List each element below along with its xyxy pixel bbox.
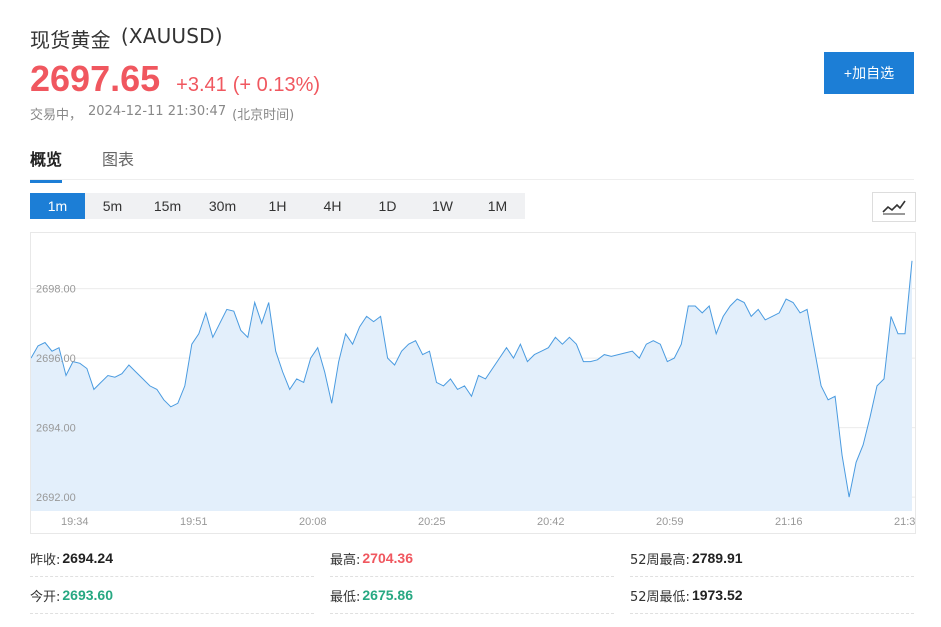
- stat-label: 52周最高:: [630, 552, 690, 568]
- interval-1h[interactable]: 1H: [268, 198, 287, 214]
- stat-open: 今开: 2693.60: [30, 577, 314, 614]
- y-tick-label: 2692.00: [36, 492, 76, 504]
- stat-label: 昨收:: [30, 552, 61, 568]
- stats-row-1: 昨收: 2694.24 最高: 2704.36 52周最高: 2789.91: [30, 540, 914, 577]
- y-tick-label: 2696.00: [36, 353, 76, 365]
- interval-15m[interactable]: 15m: [153, 198, 182, 214]
- interval-1mo[interactable]: 1M: [487, 198, 508, 214]
- stat-value: 2693.60: [62, 587, 113, 603]
- instrument-name: 现货黄金: [30, 28, 111, 52]
- timezone: (北京时间): [232, 108, 295, 123]
- stat-label: 今开:: [30, 589, 61, 605]
- current-price: 2697.65: [30, 58, 161, 99]
- change-value: +3.41: [176, 74, 227, 96]
- stat-low: 最低: 2675.86: [330, 577, 614, 614]
- status-text: 交易中，: [30, 108, 83, 123]
- price-row: 2697.65 +3.41 (+ 0.13%): [30, 58, 320, 100]
- line-chart-icon: [882, 200, 906, 215]
- interval-selector: 1m 5m 15m 30m 1H 4H 1D 1W 1M: [30, 193, 525, 219]
- stat-value: 2704.36: [362, 550, 413, 566]
- x-tick-label: 21:16: [775, 516, 803, 528]
- x-tick-label: 20:25: [418, 516, 446, 528]
- timestamp: 2024-12-11 21:30:47: [88, 104, 227, 119]
- stat-prev-close: 昨收: 2694.24: [30, 540, 314, 577]
- interval-1m[interactable]: 1m: [30, 193, 85, 219]
- chart-type-button[interactable]: [872, 192, 916, 222]
- stat-label: 52周最低:: [630, 589, 690, 605]
- stat-high: 最高: 2704.36: [330, 540, 614, 577]
- instrument-symbol: (XAUUSD): [120, 24, 223, 48]
- stats-row-2: 今开: 2693.60 最低: 2675.86 52周最低: 1973.52: [30, 577, 914, 614]
- y-tick-label: 2698.00: [36, 284, 76, 296]
- price-line: [31, 260, 913, 498]
- price-area: [31, 260, 912, 511]
- price-change: +3.41 (+ 0.13%): [176, 74, 320, 97]
- x-tick-label: 20:08: [299, 516, 327, 528]
- stat-value: 2675.86: [362, 587, 413, 603]
- stat-value: 2694.24: [62, 550, 113, 566]
- x-tick-label: 20:42: [537, 516, 565, 528]
- x-tick-label: 21:3: [894, 516, 915, 528]
- change-percent: (+ 0.13%): [232, 74, 321, 96]
- interval-1d[interactable]: 1D: [378, 198, 397, 214]
- interval-4h[interactable]: 4H: [323, 198, 342, 214]
- stat-52w-low: 52周最低: 1973.52: [630, 577, 914, 614]
- tab-chart[interactable]: 图表: [102, 150, 135, 169]
- stat-label: 最低:: [330, 589, 361, 605]
- instrument-title: 现货黄金 (XAUUSD): [30, 24, 223, 53]
- stats-panel: 昨收: 2694.24 最高: 2704.36 52周最高: 2789.91 今…: [30, 540, 914, 614]
- stat-value: 2789.91: [691, 550, 743, 566]
- add-watchlist-button[interactable]: +加自选: [824, 52, 914, 94]
- y-tick-label: 2694.00: [36, 423, 76, 435]
- x-tick-label: 19:34: [61, 516, 89, 528]
- price-chart[interactable]: 2698.00 2696.00 2694.00 2692.00 19:34 19:51 20…: [30, 232, 916, 534]
- chart-svg: 2698.00 2696.00 2694.00 2692.00 19:34 19:51 20…: [31, 260, 915, 528]
- stat-label: 最高:: [330, 552, 361, 568]
- interval-1w[interactable]: 1W: [432, 198, 453, 214]
- x-tick-label: 19:51: [180, 516, 208, 528]
- stat-value: 1973.52: [691, 587, 743, 603]
- stat-52w-high: 52周最高: 2789.91: [630, 540, 914, 577]
- trading-status: 交易中， 2024-12-11 21:30:47 (北京时间): [30, 104, 294, 123]
- tab-divider: [30, 179, 914, 180]
- tab-bar: 概览 图表: [30, 146, 134, 183]
- x-tick-label: 20:59: [656, 516, 684, 528]
- tab-overview[interactable]: 概览: [30, 146, 63, 183]
- interval-30m[interactable]: 30m: [208, 198, 237, 214]
- interval-5m[interactable]: 5m: [102, 198, 123, 214]
